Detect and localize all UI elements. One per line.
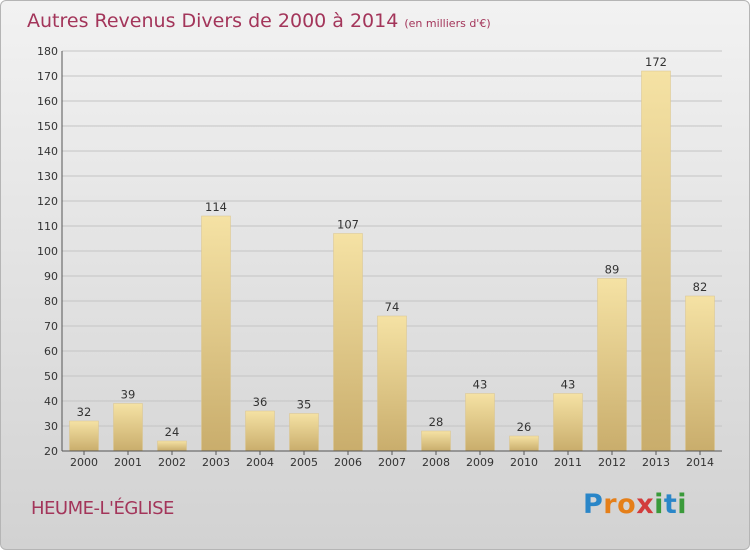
- bar: [333, 233, 363, 452]
- bar-value-label: 32: [77, 405, 92, 419]
- x-tick-label: 2000: [70, 456, 98, 469]
- bar: [289, 413, 319, 452]
- y-tick-label: 130: [37, 170, 58, 183]
- logo-letter: i: [677, 489, 688, 520]
- bar: [509, 435, 539, 452]
- axis-layer: 20 30 40 50 60 70 80 90 100 110 120 130 140 150 160 170…: [37, 45, 722, 469]
- y-tick-label: 50: [44, 370, 58, 383]
- y-tick-label: 100: [37, 245, 58, 258]
- bar: [641, 70, 671, 452]
- bar-value-label: 24: [165, 425, 180, 439]
- proxiti-logo[interactable]: Proxiti: [583, 489, 687, 520]
- y-tick-label: 20: [44, 445, 58, 458]
- chart-title-text: Autres Revenus Divers de 2000 à 2014: [27, 10, 399, 32]
- chart-unit-note: (en milliers d'€): [404, 17, 491, 30]
- y-tick-label: 170: [37, 70, 58, 83]
- bar: [377, 315, 407, 452]
- y-tick-label: 70: [44, 320, 58, 333]
- y-tick-label: 160: [37, 95, 58, 108]
- x-tick-label: 2012: [598, 456, 626, 469]
- bar-value-label: 28: [429, 415, 444, 429]
- bar-value-label: 39: [121, 388, 136, 402]
- x-tick-label: 2013: [642, 456, 670, 469]
- x-tick-label: 2011: [554, 456, 582, 469]
- bar: [113, 403, 143, 452]
- bar-value-label: 36: [253, 395, 268, 409]
- bar-value-label: 43: [473, 378, 488, 392]
- bar-value-label: 35: [297, 398, 312, 412]
- bar-value-label: 82: [693, 280, 708, 294]
- bar: [597, 278, 627, 452]
- chart-title: Autres Revenus Divers de 2000 à 2014 (en …: [27, 10, 491, 32]
- bar-value-label: 74: [385, 300, 400, 314]
- y-tick-label: 40: [44, 395, 58, 408]
- x-tick-label: 2014: [686, 456, 714, 469]
- bars-layer: [69, 70, 715, 452]
- bar: [201, 215, 231, 452]
- bar-value-label: 107: [337, 218, 359, 232]
- bar-value-label: 26: [517, 420, 532, 434]
- y-tick-label: 90: [44, 270, 58, 283]
- bar: [157, 440, 187, 452]
- x-tick-label: 2006: [334, 456, 362, 469]
- bar-value-label: 114: [205, 200, 227, 214]
- x-tick-label: 2004: [246, 456, 274, 469]
- x-tick-label: 2008: [422, 456, 450, 469]
- y-tick-label: 30: [44, 420, 58, 433]
- logo-letter: o: [617, 489, 637, 520]
- y-tick-label: 140: [37, 145, 58, 158]
- x-tick-label: 2007: [378, 456, 406, 469]
- y-tick-label: 120: [37, 195, 58, 208]
- bar-value-label: 43: [561, 378, 576, 392]
- x-tick-label: 2003: [202, 456, 230, 469]
- x-tick-label: 2010: [510, 456, 538, 469]
- x-tick-label: 2001: [114, 456, 142, 469]
- logo-letter: r: [603, 489, 618, 520]
- bar: [553, 393, 583, 452]
- bar: [245, 410, 275, 452]
- bar-value-label: 172: [645, 55, 667, 69]
- y-tick-label: 150: [37, 120, 58, 133]
- x-tick-label: 2009: [466, 456, 494, 469]
- logo-letter: P: [583, 489, 604, 520]
- y-tick-label: 110: [37, 220, 58, 233]
- logo-letter: i: [654, 489, 664, 520]
- y-tick-label: 180: [37, 45, 58, 58]
- bar-value-label: 89: [605, 263, 620, 277]
- logo-letter: x: [636, 489, 655, 520]
- bar: [69, 420, 99, 452]
- x-tick-label: 2002: [158, 456, 186, 469]
- labels-layer: 32 39 24 114 36 35 107 74 28 43 26 43 89 172 82: [77, 55, 708, 439]
- bar: [421, 430, 451, 452]
- logo-letter: t: [663, 489, 678, 520]
- y-tick-label: 80: [44, 295, 58, 308]
- bar: [685, 295, 715, 452]
- commune-name: HEUME-L'ÉGLISE: [31, 498, 174, 519]
- y-tick-label: 60: [44, 345, 58, 358]
- bar: [465, 393, 495, 452]
- x-tick-label: 2005: [290, 456, 318, 469]
